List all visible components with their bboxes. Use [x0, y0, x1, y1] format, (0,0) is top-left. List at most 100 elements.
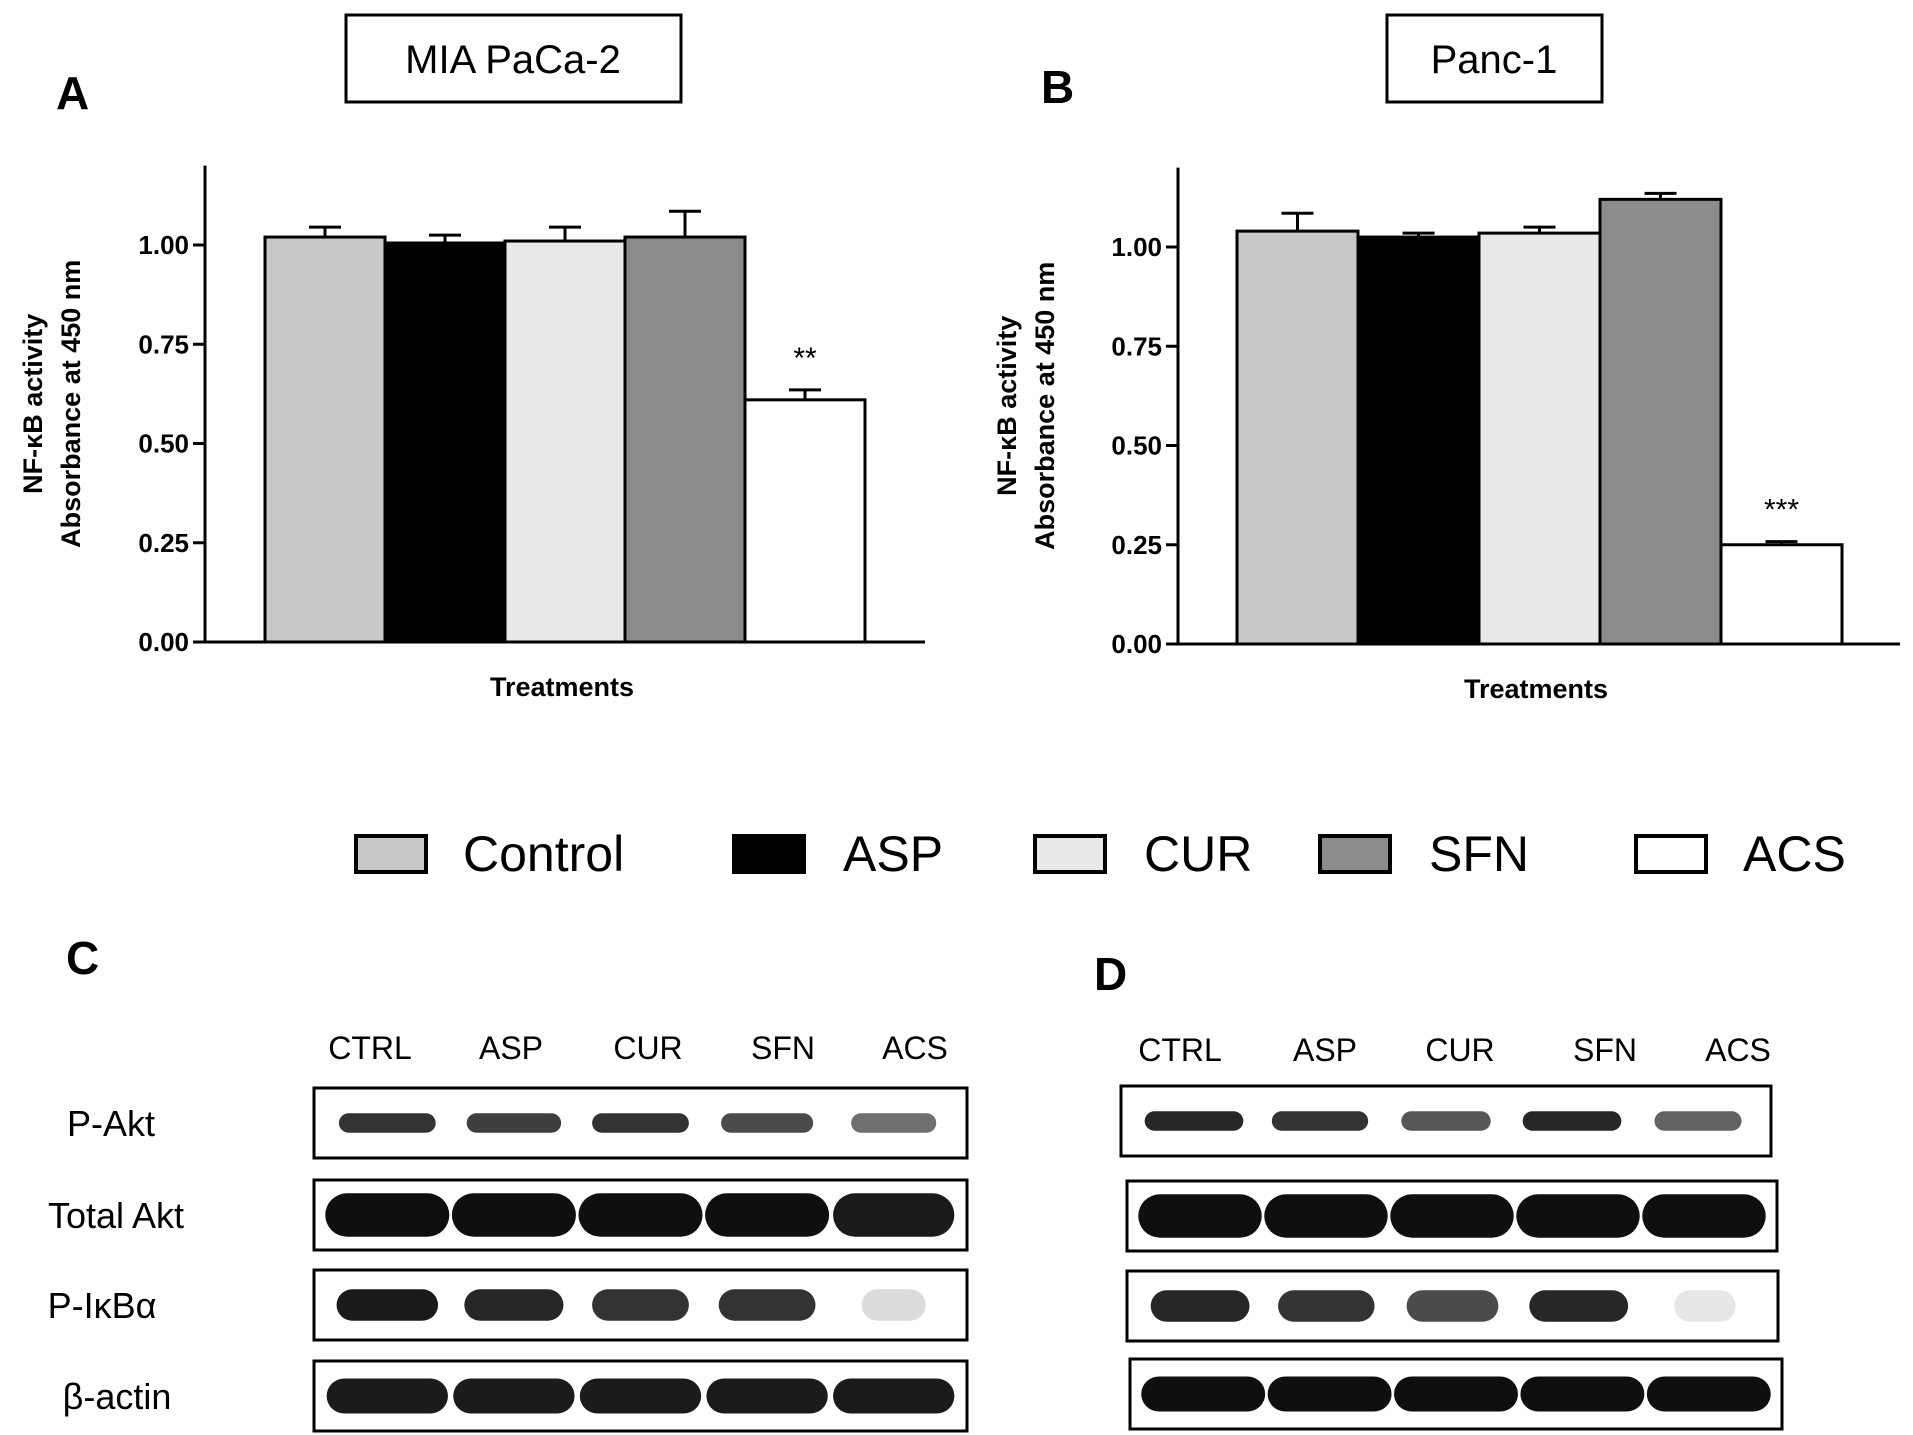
legend-label-asp: ASP	[843, 826, 943, 882]
band-p-ikba-sfn-d	[1529, 1290, 1629, 1322]
band-b-actin-cur-d	[1394, 1376, 1518, 1412]
band-p-ikba-acs-d	[1674, 1290, 1736, 1322]
band-total-akt-asp-c	[451, 1193, 576, 1237]
bar-control-a	[263, 235, 387, 644]
bar-acs-b	[1719, 543, 1844, 646]
y-tick-label-b: 0.25	[1111, 530, 1162, 560]
band-total-akt-cur-d	[1390, 1194, 1514, 1238]
y-axis-label-line2-b: Absorbance at 450 nm	[1030, 262, 1060, 550]
band-p-akt-asp-c	[466, 1113, 562, 1133]
row-label-p-ikba-c: P-IκBα	[48, 1285, 157, 1326]
legend-label-control: Control	[463, 826, 624, 882]
bar-chart-a: 0.00 0.25 0.50 0.75 1.00 ** Treatments NF-κB ac…	[18, 165, 925, 702]
cell-line-box-a	[344, 13, 683, 104]
lane-label-ctrl-d: CTRL	[1138, 1032, 1222, 1068]
x-axis-label-b: Treatments	[1464, 674, 1608, 704]
band-p-ikba-asp-d	[1278, 1290, 1375, 1322]
band-p-ikba-sfn-c	[718, 1289, 816, 1321]
panel-letter-d: D	[1094, 948, 1127, 1000]
band-p-ikba-cur-d	[1406, 1290, 1499, 1322]
band-b-actin-cur-c	[579, 1378, 702, 1414]
lane-label-acs-c: ACS	[882, 1030, 948, 1066]
y-tick-label-a: 1.00	[138, 230, 189, 260]
y-tick-label-b: 0.50	[1111, 431, 1162, 461]
lane-label-cur-c: CUR	[613, 1030, 682, 1066]
band-p-akt-ctrl-c	[338, 1113, 436, 1133]
y-axis-label-line1-b: NF-κB activity	[992, 316, 1022, 496]
band-p-ikba-ctrl-d	[1150, 1290, 1250, 1322]
legend-swatch-sfn	[1318, 834, 1392, 874]
bar-acs-a	[743, 398, 867, 644]
legend-swatch-asp	[732, 834, 806, 874]
lane-label-ctrl-c: CTRL	[328, 1030, 412, 1066]
band-b-actin-ctrl-d	[1141, 1376, 1266, 1412]
band-b-actin-ctrl-c	[326, 1378, 448, 1414]
panel-letter-c: C	[66, 932, 99, 984]
band-p-ikba-acs-c	[861, 1289, 926, 1321]
band-b-actin-sfn-d	[1520, 1376, 1645, 1412]
y-tick-label-a: 0.50	[138, 429, 189, 459]
band-total-akt-sfn-c	[705, 1193, 830, 1237]
legend-label-cur: CUR	[1144, 826, 1252, 882]
lane-label-sfn-d: SFN	[1573, 1032, 1637, 1068]
band-b-actin-sfn-c	[706, 1378, 828, 1414]
y-tick-label-a: 0.25	[138, 528, 189, 558]
y-tick-label-b: 0.00	[1111, 629, 1162, 659]
band-p-akt-sfn-c	[721, 1113, 814, 1133]
band-p-ikba-asp-c	[464, 1289, 564, 1321]
band-total-akt-cur-c	[578, 1193, 703, 1237]
row-label-p-akt-c: P-Akt	[67, 1103, 155, 1144]
lane-label-cur-d: CUR	[1425, 1032, 1494, 1068]
lane-label-asp-c: ASP	[479, 1030, 543, 1066]
lane-label-sfn-c: SFN	[751, 1030, 815, 1066]
cell-line-title-b: Panc-1	[1431, 38, 1558, 82]
western-blot-d: CTRL ASP CUR SFN ACS	[1119, 1032, 1784, 1431]
band-b-actin-acs-d	[1646, 1376, 1771, 1412]
band-p-ikba-cur-c	[592, 1289, 689, 1321]
legend: Control ASP CUR SFN ACS	[354, 826, 1846, 882]
band-total-akt-ctrl-d	[1138, 1194, 1262, 1238]
band-b-actin-acs-c	[833, 1378, 955, 1414]
band-total-akt-acs-c	[833, 1193, 955, 1237]
bar-cur-a	[503, 239, 627, 644]
lane-label-acs-d: ACS	[1705, 1032, 1771, 1068]
lane-label-asp-d: ASP	[1293, 1032, 1357, 1068]
band-total-akt-acs-d	[1642, 1194, 1766, 1238]
bar-chart-b: 0.00 0.25 0.50 0.75 1.00 *** Treatments NF-κB a…	[992, 167, 1900, 704]
significance-label-b: ***	[1764, 494, 1799, 527]
x-axis-label-a: Treatments	[490, 672, 634, 702]
bar-cur-b	[1477, 231, 1602, 646]
legend-swatch-cur	[1033, 834, 1107, 874]
bar-asp-a	[383, 241, 507, 644]
band-p-akt-cur-c	[592, 1113, 689, 1133]
y-axis-label-line1-a: NF-κB activity	[18, 314, 48, 494]
bar-sfn-a	[623, 235, 747, 644]
band-p-akt-ctrl-d	[1144, 1111, 1244, 1131]
band-total-akt-ctrl-c	[325, 1193, 450, 1237]
band-b-actin-asp-d	[1267, 1376, 1392, 1412]
y-tick-label-a: 0.00	[138, 627, 189, 657]
legend-label-sfn: SFN	[1429, 826, 1529, 882]
cell-line-box-b	[1385, 13, 1604, 104]
row-label-b-actin-c: β-actin	[63, 1376, 172, 1417]
row-label-total-akt-c: Total Akt	[48, 1195, 184, 1236]
bar-sfn-b	[1598, 197, 1723, 646]
western-blot-c: CTRL ASP CUR SFN ACS P-Akt Total Akt P-IκBα β-ac…	[48, 1030, 969, 1433]
legend-swatch-control	[354, 834, 428, 874]
y-tick-label-b: 1.00	[1111, 232, 1162, 262]
y-tick-label-b: 0.75	[1111, 331, 1162, 361]
panel-letter-b: B	[1041, 61, 1074, 113]
band-p-akt-acs-d	[1654, 1111, 1742, 1131]
significance-label-a: **	[793, 342, 817, 375]
band-p-ikba-ctrl-c	[336, 1289, 439, 1321]
bar-control-b	[1235, 229, 1360, 646]
y-tick-label-a: 0.75	[138, 329, 189, 359]
band-total-akt-asp-d	[1264, 1194, 1388, 1238]
legend-swatch-acs	[1634, 834, 1708, 874]
band-b-actin-asp-c	[453, 1378, 575, 1414]
band-p-akt-acs-c	[851, 1113, 937, 1133]
panel-letter-a: A	[56, 67, 89, 119]
y-axis-label-line2-a: Absorbance at 450 nm	[56, 260, 86, 548]
legend-label-acs: ACS	[1743, 826, 1846, 882]
